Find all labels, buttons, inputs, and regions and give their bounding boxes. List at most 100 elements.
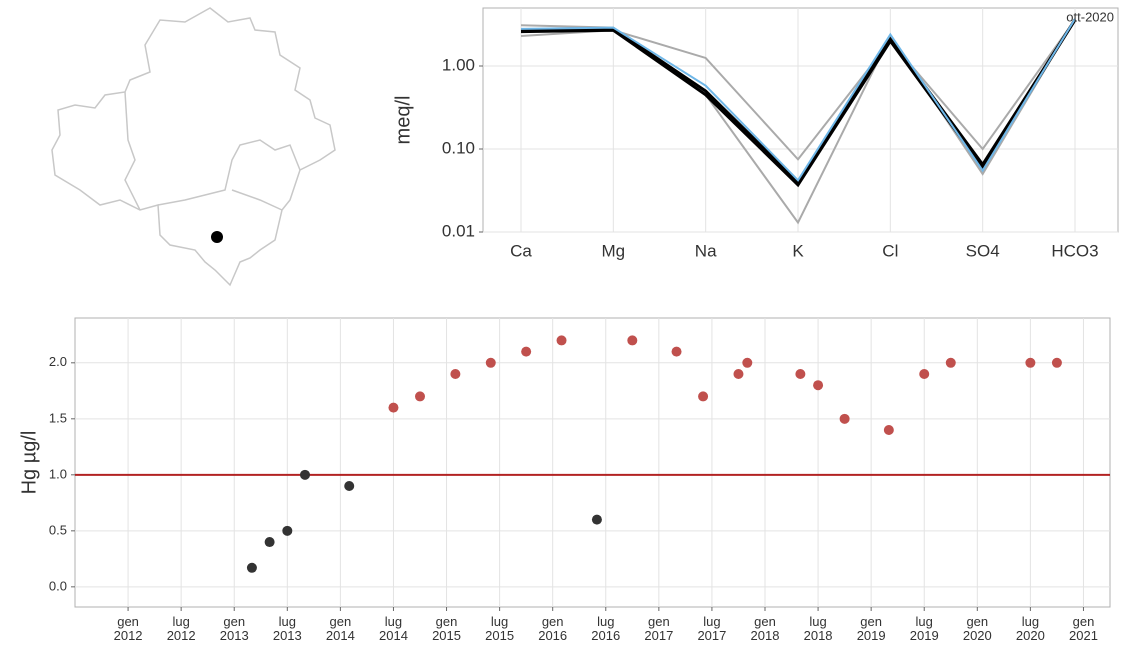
x-tick-label-line: gen — [542, 614, 564, 629]
x-tick-label-line: gen — [966, 614, 988, 629]
x-tick-label-line: 2015 — [485, 628, 514, 643]
data-point — [919, 369, 930, 380]
y-tick-label: 0.0 — [49, 578, 67, 593]
x-tick-label-line: lug — [916, 614, 933, 629]
x-tick-label-line: gen — [860, 614, 882, 629]
x-tick-label-line: gen — [330, 614, 352, 629]
series-line — [520, 19, 1077, 188]
x-tick-label: gen 2018 — [751, 614, 780, 643]
x-tick-label: lug 2018 — [804, 614, 833, 643]
data-point — [742, 357, 753, 368]
x-tick-label-line: gen — [117, 614, 139, 629]
x-tick-label: Na — [695, 241, 717, 260]
y-axis-label: Hg µg/l — [18, 431, 40, 495]
plot-border — [482, 7, 1119, 233]
x-tick-label: gen 2021 — [1069, 614, 1098, 643]
y-axis-label: meq/l — [392, 96, 414, 145]
data-point — [839, 413, 850, 424]
x-tick-label-line: 2019 — [857, 628, 886, 643]
data-point — [698, 391, 709, 402]
y-tick-label: 0.10 — [442, 138, 475, 157]
data-point — [733, 369, 744, 380]
x-tick-label-line: lug — [172, 614, 189, 629]
location-dot — [211, 231, 223, 243]
x-tick-label-line: gen — [436, 614, 458, 629]
data-point — [282, 525, 293, 536]
x-tick-label: lug 2020 — [1016, 614, 1045, 643]
x-tick-label-line: 2013 — [273, 628, 302, 643]
data-point — [485, 357, 496, 368]
x-tick-label-line: lug — [597, 614, 614, 629]
x-tick-label-line: gen — [754, 614, 776, 629]
x-tick-label: gen 2015 — [432, 614, 461, 643]
data-point — [300, 469, 310, 480]
map-inner-border — [124, 91, 141, 211]
x-tick-label: gen 2019 — [857, 614, 886, 643]
x-tick-label-line: 2014 — [379, 628, 408, 643]
x-tick-label-line: 2016 — [591, 628, 620, 643]
data-point — [264, 537, 275, 548]
x-tick-label: Cl — [882, 241, 898, 260]
x-tick-label-line: 2020 — [963, 628, 992, 643]
data-point — [795, 369, 806, 380]
series-line — [520, 18, 1076, 182]
x-tick-label: K — [792, 241, 804, 260]
x-tick-label-line: lug — [279, 614, 296, 629]
x-tick-label: gen 2016 — [538, 614, 567, 643]
data-point — [521, 346, 532, 357]
data-point — [1051, 357, 1062, 368]
x-tick-label-line: 2018 — [751, 628, 780, 643]
x-tick-label: gen 2013 — [220, 614, 249, 643]
x-tick-label: HCO3 — [1051, 241, 1098, 260]
data-point — [591, 514, 602, 525]
x-tick-label-line: lug — [809, 614, 826, 629]
data-point — [415, 391, 425, 402]
map — [51, 7, 336, 287]
map-boundary — [51, 7, 336, 287]
x-tick-label: lug 2015 — [485, 614, 514, 643]
data-point — [388, 402, 399, 413]
x-tick-label-line: lug — [385, 614, 402, 629]
x-tick-label-line: 2021 — [1069, 628, 1098, 643]
x-tick-label: gen 2012 — [114, 614, 143, 643]
x-tick-label: Ca — [510, 241, 532, 260]
x-tick-label: gen 2020 — [963, 614, 992, 643]
data-point — [1025, 357, 1036, 368]
x-tick-label-line: 2020 — [1016, 628, 1045, 643]
y-tick-label: 0.01 — [442, 221, 475, 240]
map-inner-border — [157, 139, 301, 206]
x-tick-label-line: lug — [1022, 614, 1039, 629]
x-tick-label-line: gen — [1073, 614, 1095, 629]
x-tick-label-line: 2015 — [432, 628, 461, 643]
y-tick-label: 1.00 — [442, 55, 475, 74]
x-tick-label-line: 2013 — [220, 628, 249, 643]
x-tick-label-line: 2017 — [697, 628, 726, 643]
x-tick-label: lug 2014 — [379, 614, 408, 643]
y-tick-label: 1.0 — [49, 466, 67, 481]
data-point — [945, 357, 956, 368]
x-tick-label-line: 2012 — [114, 628, 143, 643]
x-tick-label: lug 2013 — [273, 614, 302, 643]
x-tick-label-line: 2016 — [538, 628, 567, 643]
data-point — [813, 380, 824, 391]
series-annotation: ott-2020 — [1066, 9, 1114, 24]
y-tick-label: 2.0 — [49, 354, 67, 369]
x-tick-label-line: lug — [491, 614, 508, 629]
x-tick-label-line: 2014 — [326, 628, 355, 643]
x-tick-label: lug 2019 — [910, 614, 939, 643]
data-point — [627, 335, 638, 346]
data-point — [671, 346, 682, 357]
x-tick-label: lug 2017 — [697, 614, 726, 643]
x-tick-label-line: gen — [223, 614, 245, 629]
x-tick-label-line: lug — [703, 614, 720, 629]
x-tick-label: lug 2012 — [167, 614, 196, 643]
plot-border — [74, 317, 1111, 608]
data-point — [556, 335, 567, 346]
data-point — [883, 425, 894, 436]
map-inner-border — [231, 189, 283, 211]
x-tick-label-line: 2019 — [910, 628, 939, 643]
x-tick-label: SO4 — [966, 241, 1000, 260]
x-tick-label: gen 2014 — [326, 614, 355, 643]
data-point — [246, 562, 257, 573]
